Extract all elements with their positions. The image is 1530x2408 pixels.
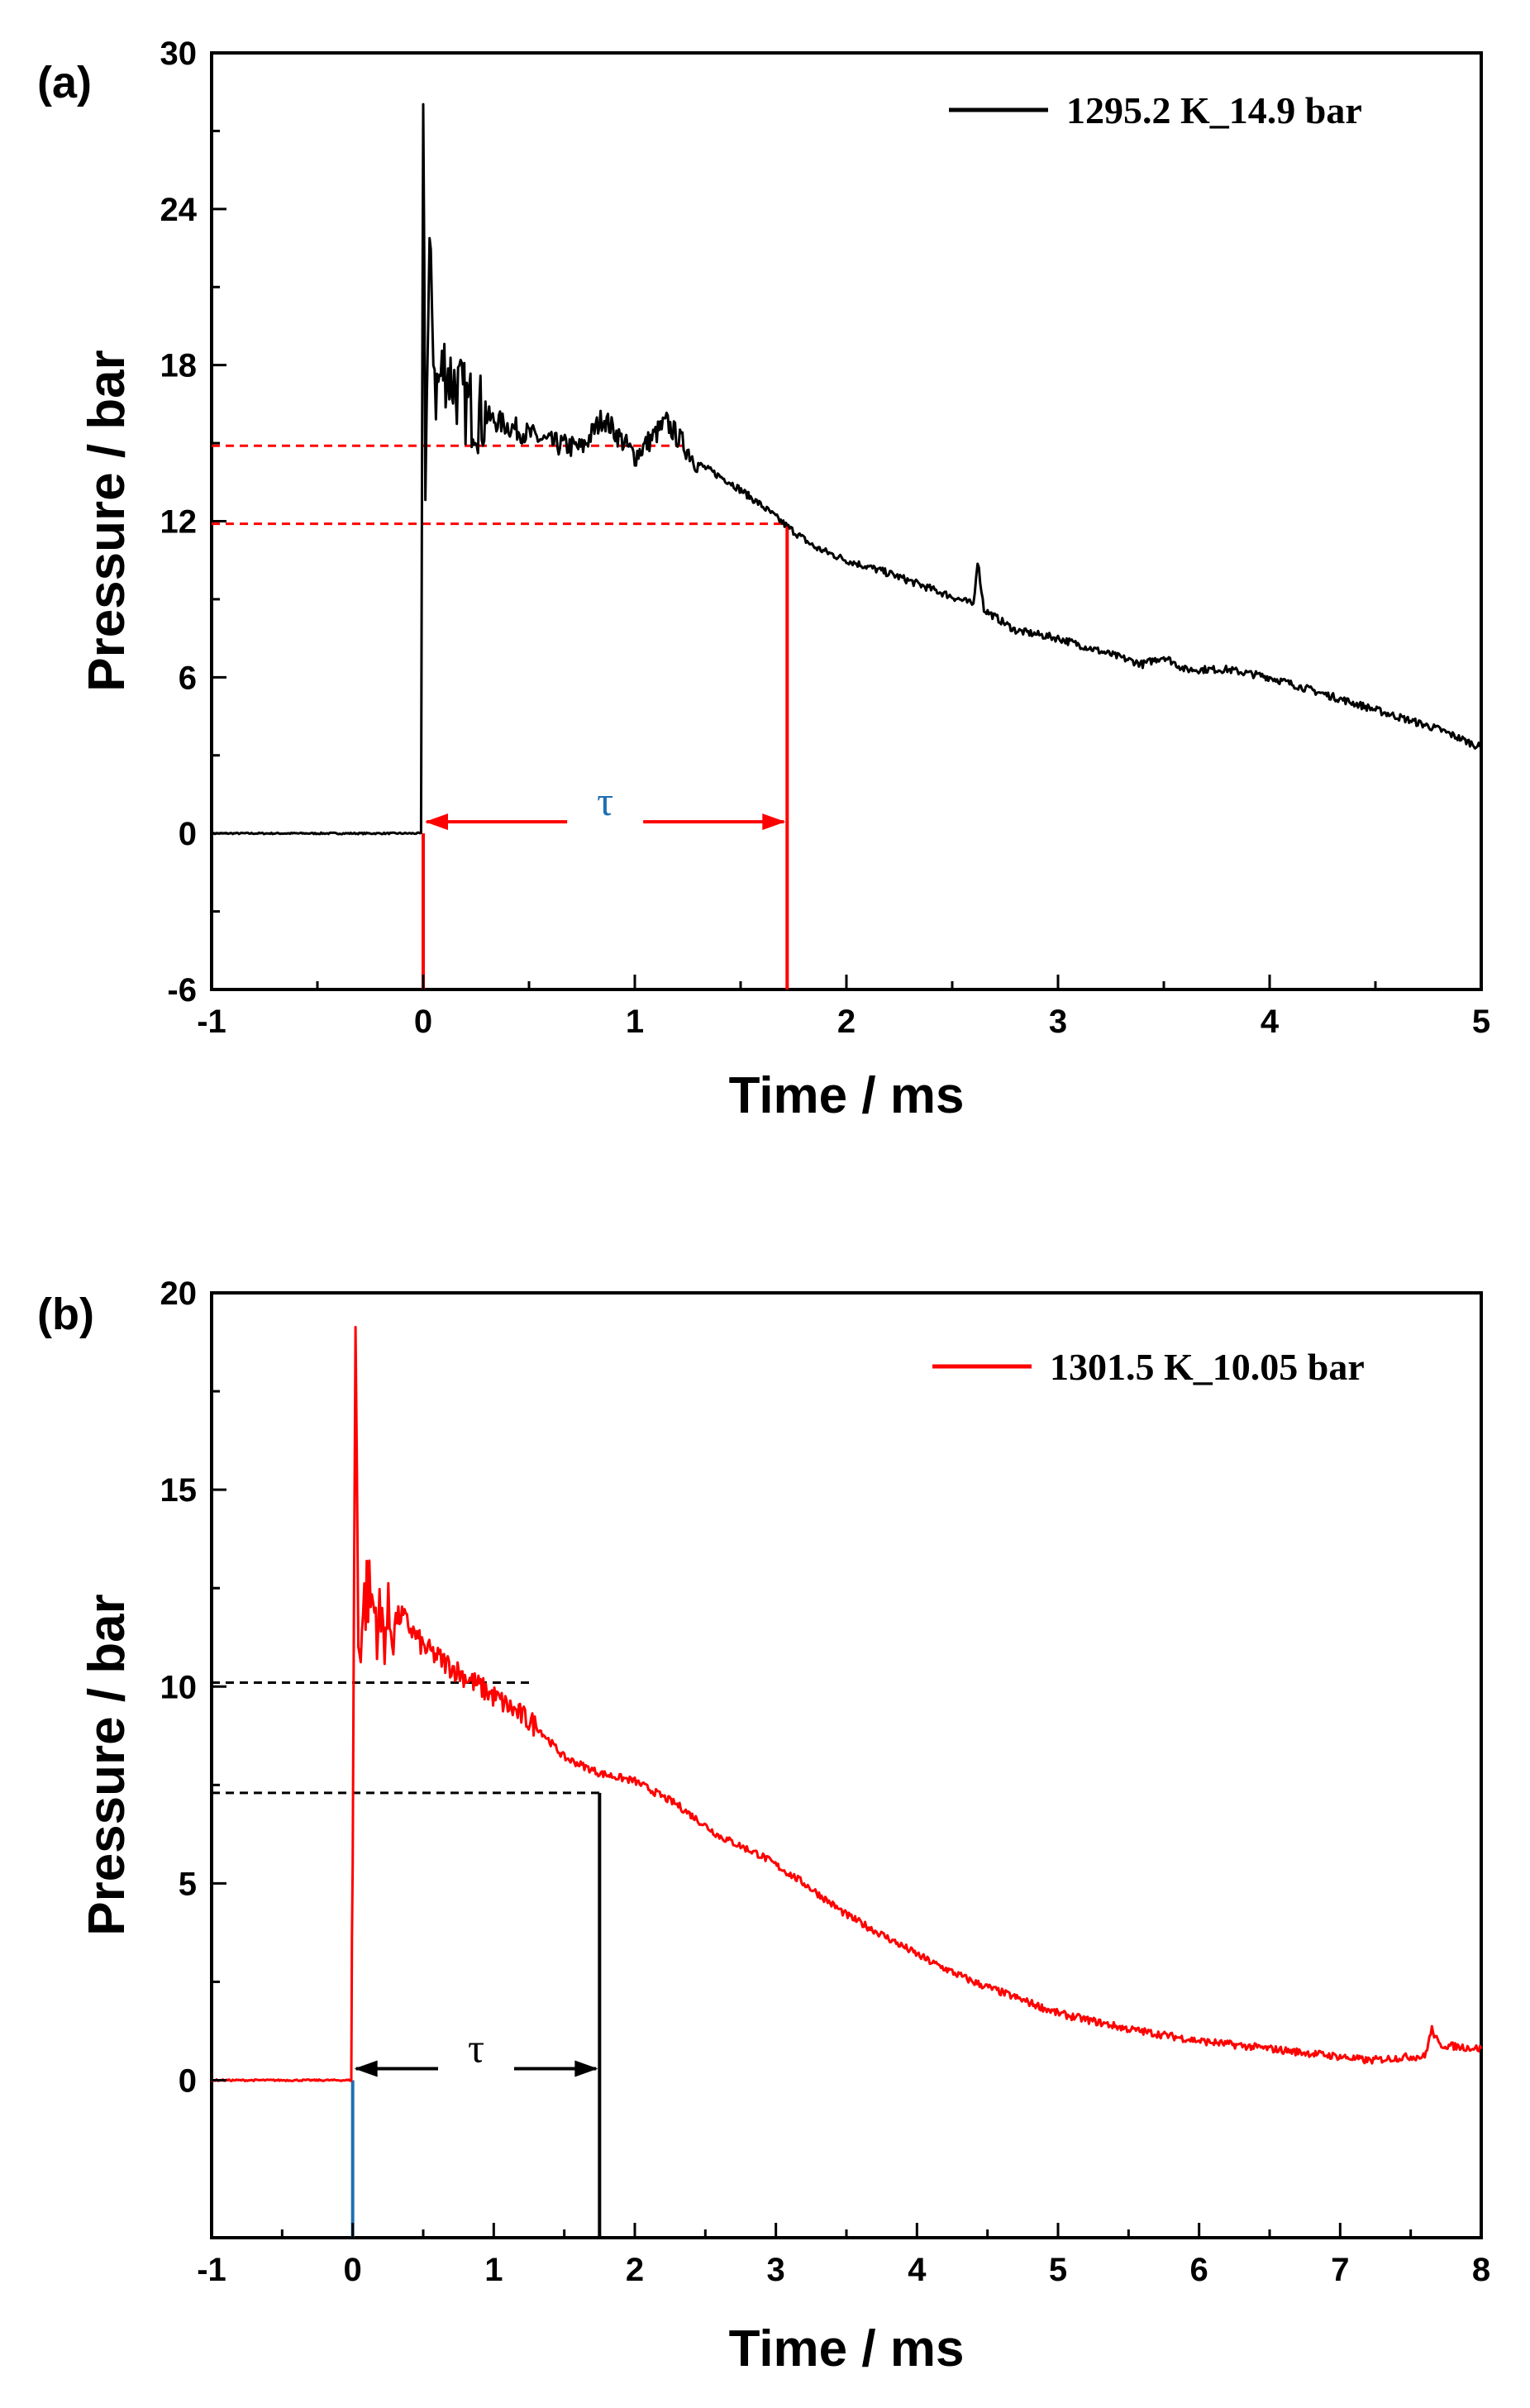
axis-ticks-a (210, 51, 1483, 991)
x-tick-label: -1 (197, 2252, 226, 2288)
x-tick-label: 4 (908, 2252, 927, 2288)
y-tick-label: 6 (179, 660, 197, 696)
y-tick-label: 15 (160, 1472, 198, 1509)
y-axis-title-a: Pressure / bar (79, 350, 136, 692)
tau-label-b: τ (468, 2025, 484, 2072)
y-tick-label: -6 (167, 972, 197, 1008)
plot-frame-b (210, 1291, 1483, 2239)
y-tick-label: 0 (179, 816, 197, 852)
legend-b: 1301.5 K_10.05 bar (932, 1346, 1365, 1388)
x-tick-label: 2 (837, 1004, 856, 1040)
y-tick-label: 12 (160, 504, 198, 541)
x-tick-label: 1 (626, 1004, 644, 1040)
x-tick-label: 5 (1472, 1004, 1490, 1040)
chart-panel-b: (b) -1 0 1 2 3 4 5 6 7 8 0 5 10 15 20 Time / ms Press… (37, 1276, 1490, 2377)
y-tick-labels-a: -6 0 6 12 18 24 30 (160, 36, 198, 1008)
pressure-trace (211, 1325, 1483, 2082)
panel-b-label: (b) (37, 1290, 94, 1339)
y-tick-label: 0 (179, 2063, 197, 2100)
y-tick-labels-b: 0 5 10 15 20 (160, 1276, 198, 2100)
legend-a-label: 1295.2 K_14.9 bar (1066, 89, 1362, 131)
x-tick-label: 0 (414, 1004, 432, 1040)
plot-frame-a (210, 51, 1483, 991)
pressure-trace (210, 103, 1483, 836)
tau-guides-a (212, 444, 789, 989)
tau-arrow-left-head (354, 2060, 378, 2077)
tau-arrow-left-head (425, 813, 448, 831)
x-tick-label: -1 (197, 1004, 226, 1040)
y-tick-label: 18 (160, 348, 198, 384)
legend-a: 1295.2 K_14.9 bar (949, 89, 1362, 131)
x-tick-label: 3 (1049, 1004, 1067, 1040)
y-tick-label: 20 (160, 1276, 198, 1312)
y-tick-label: 5 (179, 1866, 197, 1902)
legend-b-label: 1301.5 K_10.05 bar (1050, 1346, 1365, 1388)
tau-guides-b (212, 1681, 602, 2238)
y-axis-title-b: Pressure / bar (79, 1594, 136, 1936)
x-tick-labels-b: -1 0 1 2 3 4 5 6 7 8 (197, 2252, 1490, 2288)
tau-arrow-right-head (574, 2060, 598, 2077)
tau-arrow-right-head (762, 813, 786, 831)
series-b (211, 1325, 1483, 2082)
x-tick-label: 1 (484, 2252, 503, 2288)
x-tick-labels-a: -1 0 1 2 3 4 5 (197, 1004, 1490, 1040)
x-tick-label: 5 (1049, 2252, 1067, 2288)
axis-ticks-b (210, 1291, 1483, 2238)
x-tick-label: 4 (1261, 1004, 1280, 1040)
y-tick-label: 10 (160, 1669, 198, 1705)
x-tick-label: 6 (1190, 2252, 1208, 2288)
y-tick-label: 24 (160, 192, 198, 228)
panel-a-label: (a) (37, 58, 92, 107)
x-tick-label: 0 (344, 2252, 362, 2288)
x-axis-title-a: Time / ms (729, 1067, 965, 1124)
x-tick-label: 7 (1331, 2252, 1349, 2288)
y-tick-label: 30 (160, 36, 198, 72)
x-tick-label: 3 (767, 2252, 785, 2288)
x-tick-label: 8 (1472, 2252, 1490, 2288)
x-axis-title-b: Time / ms (729, 2320, 965, 2377)
x-tick-label: 2 (626, 2252, 644, 2288)
tau-label-a: τ (597, 778, 613, 824)
series-a (210, 103, 1483, 836)
